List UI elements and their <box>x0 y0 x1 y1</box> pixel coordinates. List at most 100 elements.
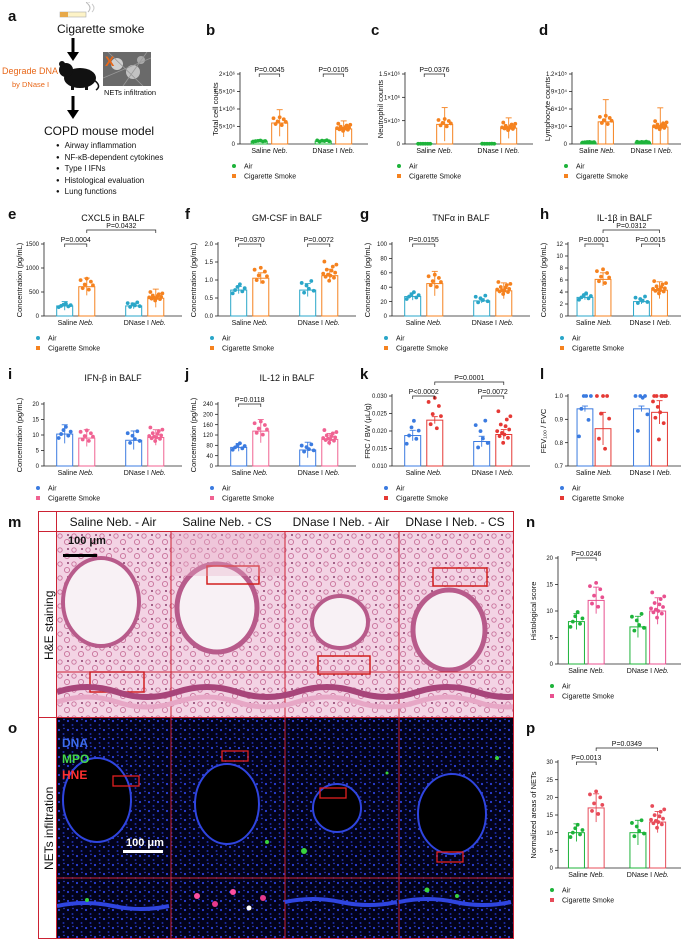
data-point <box>639 612 644 616</box>
data-point <box>442 117 447 121</box>
copd-model-title: COPD mouse model <box>44 124 155 138</box>
data-point <box>584 291 589 296</box>
legend-label-cs: Cigarette Smoke <box>562 898 614 905</box>
y-axis-label: Concentration (pg/mL) <box>363 242 372 317</box>
x-group-label: Saline Neb. <box>251 148 287 155</box>
data-point <box>578 621 582 626</box>
data-point <box>252 267 257 272</box>
svg-text:X: X <box>105 53 115 69</box>
if-scale-bar-label: 100 μm <box>126 837 164 849</box>
data-point <box>502 432 507 437</box>
x-group-label: DNase I Neb. <box>298 320 340 327</box>
data-point <box>607 116 612 120</box>
data-point <box>575 822 580 827</box>
data-point <box>84 428 89 433</box>
p-value-label: P=0.0432 <box>106 223 136 230</box>
data-point <box>501 440 506 445</box>
data-point <box>592 140 596 145</box>
y-tick-label: 5 <box>36 449 40 455</box>
y-tick-label: 5 <box>550 849 554 855</box>
p-value-label: P=0.0001 <box>579 237 609 244</box>
y-tick-label: 0.010 <box>372 464 388 470</box>
data-point <box>88 279 93 284</box>
legend-marker-cs <box>384 346 388 350</box>
legend-marker-air <box>232 164 236 168</box>
data-point <box>498 285 503 289</box>
data-point <box>281 117 286 122</box>
data-point <box>481 436 485 441</box>
data-point <box>307 447 311 452</box>
data-point <box>299 443 304 448</box>
data-point <box>327 440 332 445</box>
panel-label-m: m <box>8 514 22 531</box>
p-bracket <box>641 243 660 247</box>
x-group-label: Saline Neb. <box>406 470 442 477</box>
data-point <box>428 141 433 146</box>
p-bracket <box>412 395 436 399</box>
p-bracket <box>322 73 345 77</box>
legend-marker-cs <box>550 694 554 698</box>
y-tick-label: 0.5 <box>205 296 214 302</box>
legend-marker-cs <box>210 346 214 350</box>
data-point <box>599 274 603 279</box>
legend-marker-cs <box>564 174 568 178</box>
legend-label-air: Air <box>409 164 418 171</box>
data-point <box>265 427 269 432</box>
data-point <box>426 274 431 279</box>
data-point <box>508 281 513 286</box>
data-point <box>78 278 83 283</box>
data-point <box>485 441 490 445</box>
data-point <box>570 619 575 624</box>
data-point <box>271 116 276 121</box>
data-point <box>444 124 449 129</box>
data-point <box>324 267 329 272</box>
data-point <box>655 615 659 620</box>
data-point <box>148 425 153 430</box>
data-point <box>80 437 85 442</box>
legend-label-cs: Cigarette Smoke <box>562 694 614 701</box>
chart-title: IFN-β in BALF <box>84 373 142 383</box>
data-point <box>439 414 443 419</box>
panel-label-j: j <box>185 366 190 383</box>
y-tick-label: 2×10⁶ <box>219 71 236 78</box>
legend-label-cs: Cigarette Smoke <box>48 496 100 503</box>
data-point <box>580 616 585 621</box>
y-tick-label: 500 <box>29 290 40 296</box>
list-item: Lung functions <box>56 187 163 199</box>
panel-label-o: o <box>8 720 18 737</box>
he-staining-images <box>57 532 513 717</box>
data-point <box>573 826 578 831</box>
data-point <box>311 288 316 293</box>
data-point <box>568 835 573 839</box>
y-tick-label: 1.0 <box>205 278 214 284</box>
data-point <box>598 795 603 800</box>
data-point <box>664 120 669 125</box>
data-point <box>260 280 265 284</box>
data-point <box>483 293 488 298</box>
y-tick-label: 1.5×10⁶ <box>214 89 236 96</box>
y-axis-label: FRC / BW (μL/g) <box>363 403 372 459</box>
data-point <box>412 418 416 423</box>
data-point <box>263 139 268 143</box>
data-point <box>637 623 642 627</box>
y-tick-label: 60 <box>380 271 387 277</box>
data-point <box>156 292 161 297</box>
x-group-label: Saline Neb. <box>232 470 268 477</box>
legend-label-air: Air <box>396 336 405 343</box>
chart-ifnb: IFN-β in BALF Concentration (pg/mL) 0 5 10 15… <box>15 373 182 503</box>
data-point <box>573 614 578 619</box>
data-point <box>407 433 411 438</box>
data-point <box>607 416 612 421</box>
data-point <box>654 394 659 398</box>
legend-label-air: Air <box>396 486 405 493</box>
data-point <box>577 434 581 439</box>
data-point <box>321 271 326 276</box>
panel-label-p: p <box>526 720 536 737</box>
data-point <box>327 278 332 283</box>
data-point <box>133 303 137 308</box>
data-point <box>580 828 585 832</box>
data-point <box>609 118 614 123</box>
y-tick-label: 80 <box>206 444 213 450</box>
y-tick-label: 20 <box>546 796 553 802</box>
legend-marker-cs <box>36 346 40 350</box>
